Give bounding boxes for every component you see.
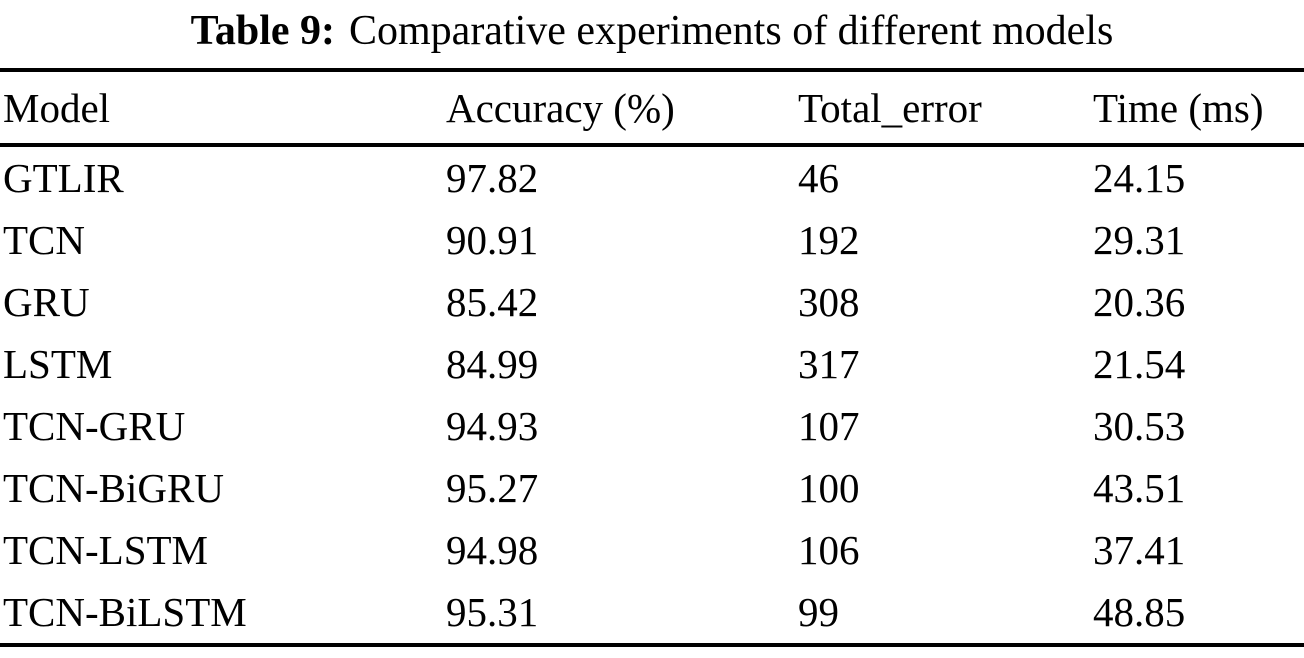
cell-model: GTLIR <box>3 155 124 201</box>
cell-total-error: 99 <box>798 589 839 635</box>
table-row: TCN-LSTM 94.98 106 37.41 <box>0 519 1304 581</box>
table-row: TCN-BiLSTM 95.31 99 48.85 <box>0 581 1304 645</box>
cell-model: TCN-GRU <box>3 403 186 449</box>
cell-model: LSTM <box>3 341 113 387</box>
table-row: LSTM 84.99 317 21.54 <box>0 333 1304 395</box>
cell-accuracy: 95.31 <box>446 589 539 635</box>
column-header-model: Model <box>0 70 443 147</box>
cell-time: 21.54 <box>1093 341 1186 387</box>
table-header-row: Model Accuracy (%) Total_error Time (ms) <box>0 70 1304 147</box>
results-table: Model Accuracy (%) Total_error Time (ms)… <box>0 68 1304 647</box>
table-row: TCN 90.91 192 29.31 <box>0 209 1304 271</box>
cell-model: GRU <box>3 279 90 325</box>
cell-total-error: 100 <box>798 465 860 511</box>
cell-accuracy: 94.98 <box>446 527 539 573</box>
table-caption: Table 9: Comparative experiments of diffe… <box>0 0 1304 68</box>
cell-total-error: 106 <box>798 527 860 573</box>
cell-accuracy: 95.27 <box>446 465 539 511</box>
cell-total-error: 308 <box>798 279 860 325</box>
cell-accuracy: 97.82 <box>446 155 539 201</box>
cell-model: TCN-LSTM <box>3 527 208 573</box>
cell-accuracy: 90.91 <box>446 217 539 263</box>
table-row: TCN-GRU 94.93 107 30.53 <box>0 395 1304 457</box>
cell-time: 48.85 <box>1093 589 1186 635</box>
cell-model: TCN-BiLSTM <box>3 589 247 635</box>
cell-total-error: 46 <box>798 155 839 201</box>
cell-time: 24.15 <box>1093 155 1186 201</box>
cell-time: 37.41 <box>1093 527 1186 573</box>
table-caption-label: Table 9: <box>190 8 335 54</box>
cell-total-error: 192 <box>798 217 860 263</box>
cell-time: 30.53 <box>1093 403 1186 449</box>
column-header-time: Time (ms) <box>1090 70 1304 147</box>
cell-accuracy: 84.99 <box>446 341 539 387</box>
cell-total-error: 317 <box>798 341 860 387</box>
table-caption-text: Comparative experiments of different mod… <box>349 8 1114 54</box>
table-row: TCN-BiGRU 95.27 100 43.51 <box>0 457 1304 519</box>
cell-total-error: 107 <box>798 403 860 449</box>
table-row: GRU 85.42 308 20.36 <box>0 271 1304 333</box>
cell-time: 20.36 <box>1093 279 1186 325</box>
cell-model: TCN-BiGRU <box>3 465 224 511</box>
cell-time: 29.31 <box>1093 217 1186 263</box>
column-header-accuracy: Accuracy (%) <box>443 70 795 147</box>
cell-accuracy: 85.42 <box>446 279 539 325</box>
cell-model: TCN <box>3 217 85 263</box>
cell-accuracy: 94.93 <box>446 403 539 449</box>
cell-time: 43.51 <box>1093 465 1186 511</box>
table-row: GTLIR 97.82 46 24.15 <box>0 145 1304 209</box>
column-header-total-error: Total_error <box>795 70 1090 147</box>
